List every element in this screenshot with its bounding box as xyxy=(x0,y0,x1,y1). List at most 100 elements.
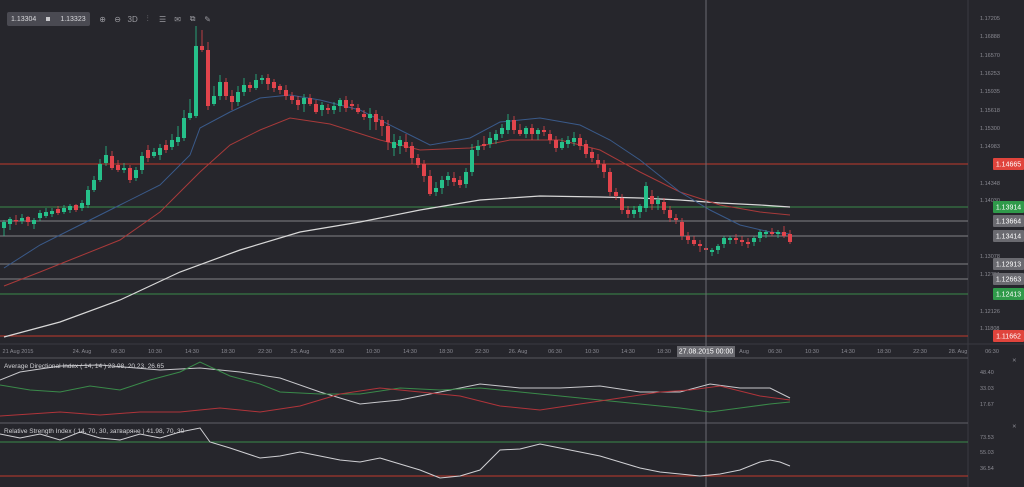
candle[interactable] xyxy=(752,236,756,246)
candle[interactable] xyxy=(152,148,156,158)
candle[interactable] xyxy=(26,216,30,226)
candle[interactable] xyxy=(332,102,336,114)
candle[interactable] xyxy=(224,78,228,100)
candle[interactable] xyxy=(368,108,372,130)
candle[interactable] xyxy=(638,204,642,218)
candle[interactable] xyxy=(50,208,54,217)
candle[interactable] xyxy=(320,102,324,116)
candle[interactable] xyxy=(650,190,654,210)
draw-pen-icon[interactable]: ✎ xyxy=(204,14,211,24)
candle[interactable] xyxy=(380,116,384,136)
candle[interactable] xyxy=(122,163,126,173)
candle[interactable] xyxy=(386,120,390,150)
candle[interactable] xyxy=(164,140,168,153)
candle[interactable] xyxy=(290,92,294,104)
candle[interactable] xyxy=(554,136,558,152)
candle[interactable] xyxy=(104,146,108,166)
candle[interactable] xyxy=(602,160,606,178)
candle[interactable] xyxy=(608,168,612,196)
candle[interactable] xyxy=(140,152,144,174)
candle[interactable] xyxy=(620,194,624,214)
candle[interactable] xyxy=(680,218,684,240)
candle[interactable] xyxy=(668,206,672,222)
candle[interactable] xyxy=(500,124,504,138)
candle[interactable] xyxy=(98,159,102,182)
candle[interactable] xyxy=(236,86,240,106)
candle[interactable] xyxy=(284,85,288,100)
candle[interactable] xyxy=(374,110,378,130)
3d-view-icon[interactable]: 3D xyxy=(127,14,138,24)
candle[interactable] xyxy=(194,26,198,118)
candle[interactable] xyxy=(512,116,516,134)
candle[interactable] xyxy=(644,182,648,212)
candle[interactable] xyxy=(242,78,246,96)
candle[interactable] xyxy=(476,140,480,156)
candle[interactable] xyxy=(2,220,6,236)
candle[interactable] xyxy=(734,234,738,244)
candle[interactable] xyxy=(170,134,174,150)
candle[interactable] xyxy=(20,214,24,224)
candle[interactable] xyxy=(212,86,216,106)
candle[interactable] xyxy=(404,134,408,152)
candle[interactable] xyxy=(362,110,366,120)
candle[interactable] xyxy=(314,100,318,114)
candle[interactable] xyxy=(92,176,96,192)
candle[interactable] xyxy=(524,126,528,138)
candle[interactable] xyxy=(434,182,438,196)
candle[interactable] xyxy=(596,154,600,168)
candle[interactable] xyxy=(218,75,222,100)
candle[interactable] xyxy=(146,145,150,162)
candle[interactable] xyxy=(398,136,402,154)
candle[interactable] xyxy=(38,210,42,221)
candle[interactable] xyxy=(542,126,546,136)
candle[interactable] xyxy=(776,230,780,238)
candle[interactable] xyxy=(134,167,138,181)
candle[interactable] xyxy=(584,140,588,158)
settings-sliders-icon[interactable]: ☰ xyxy=(159,14,167,24)
candle[interactable] xyxy=(782,226,786,238)
candle[interactable] xyxy=(464,168,468,188)
candle[interactable] xyxy=(350,100,354,110)
candle[interactable] xyxy=(410,142,414,164)
candle[interactable] xyxy=(158,144,162,160)
candle[interactable] xyxy=(452,172,456,186)
candle[interactable] xyxy=(230,90,234,110)
candle[interactable] xyxy=(566,136,570,148)
candle[interactable] xyxy=(686,232,690,244)
candle[interactable] xyxy=(632,206,636,218)
candle[interactable] xyxy=(296,96,300,110)
candle[interactable] xyxy=(68,204,72,213)
candle[interactable] xyxy=(746,238,750,248)
candle[interactable] xyxy=(86,186,90,208)
candle[interactable] xyxy=(278,84,282,94)
candle[interactable] xyxy=(722,236,726,248)
candle[interactable] xyxy=(392,134,396,156)
candle[interactable] xyxy=(506,114,510,134)
candle[interactable] xyxy=(200,30,204,52)
template-icon[interactable]: ⧉ xyxy=(189,14,196,23)
candle[interactable] xyxy=(488,132,492,148)
candle[interactable] xyxy=(626,206,630,218)
zoom-out-icon[interactable]: ⊖ xyxy=(114,14,121,24)
candle[interactable] xyxy=(176,126,180,146)
screenshot-icon[interactable]: ✉ xyxy=(174,14,181,24)
candle[interactable] xyxy=(416,154,420,168)
candle[interactable] xyxy=(572,132,576,146)
candle[interactable] xyxy=(326,104,330,114)
candle[interactable] xyxy=(56,206,60,215)
candle[interactable] xyxy=(338,98,342,112)
candle[interactable] xyxy=(206,42,210,110)
candle[interactable] xyxy=(14,215,18,225)
candle[interactable] xyxy=(614,188,618,200)
candle[interactable] xyxy=(716,244,720,254)
candle[interactable] xyxy=(80,200,84,211)
candle[interactable] xyxy=(428,170,432,196)
candle[interactable] xyxy=(692,236,696,246)
candle[interactable] xyxy=(344,96,348,112)
candle[interactable] xyxy=(356,104,360,114)
candle[interactable] xyxy=(656,196,660,210)
candle[interactable] xyxy=(254,74,258,90)
candle[interactable] xyxy=(530,124,534,140)
candle[interactable] xyxy=(590,148,594,162)
candle[interactable] xyxy=(272,79,276,92)
